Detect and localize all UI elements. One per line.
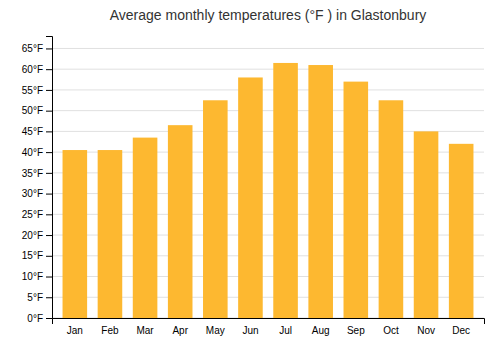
tick-label: May — [206, 325, 225, 336]
bar — [238, 77, 263, 318]
chart-container: Average monthly temperatures (°F ) in Gl… — [0, 0, 500, 350]
tick: May — [206, 325, 225, 336]
tick-mark — [46, 277, 52, 278]
tick-label: 5°F — [27, 292, 43, 303]
tick: Feb — [101, 325, 119, 336]
tick: Jul — [279, 325, 292, 336]
tick: 35°F — [22, 168, 52, 179]
x-axis: Jan Feb Mar Apr May Jun Jul Aug Sep Oct Nov Dec — [53, 319, 485, 337]
tick: 60°F — [22, 64, 52, 75]
tick: Jun — [242, 325, 258, 336]
tick-label: Feb — [101, 325, 119, 336]
bar — [98, 150, 123, 318]
tick-label: Sep — [347, 325, 365, 336]
tick-label: 60°F — [22, 64, 43, 75]
tick: 15°F — [22, 250, 52, 261]
tick-mark — [46, 318, 52, 319]
tick-mark — [46, 235, 52, 236]
tick: 25°F — [22, 209, 52, 220]
tick-mark — [46, 90, 52, 91]
tick: Dec — [452, 325, 470, 336]
axis-line — [53, 319, 485, 325]
tick-label: 35°F — [22, 168, 43, 179]
bar — [133, 138, 158, 318]
bar — [414, 131, 439, 318]
tick: 10°F — [22, 271, 52, 282]
tick-label: Aug — [312, 325, 330, 336]
tick-label: 30°F — [22, 188, 43, 199]
tick: Sep — [347, 325, 365, 336]
grid-line — [52, 110, 484, 111]
tick: Mar — [136, 325, 154, 336]
chart: Average monthly temperatures (°F ) in Gl… — [0, 0, 500, 350]
tick: 20°F — [22, 230, 52, 241]
tick: 5°F — [27, 292, 52, 303]
tick: 30°F — [22, 188, 52, 199]
axis-line — [46, 37, 53, 319]
tick: 50°F — [22, 105, 52, 116]
tick-label: 0°F — [27, 313, 43, 324]
grid-line — [52, 48, 484, 49]
tick-label: Dec — [452, 325, 470, 336]
tick-label: Nov — [417, 325, 435, 336]
bars — [63, 63, 474, 318]
tick: 0°F — [27, 313, 52, 324]
tick: Apr — [172, 325, 188, 336]
tick: 55°F — [22, 85, 52, 96]
grid-line — [52, 69, 484, 70]
tick-mark — [46, 131, 52, 132]
tick-label: 25°F — [22, 209, 43, 220]
tick-label: 45°F — [22, 126, 43, 137]
bar — [379, 100, 404, 318]
tick: Aug — [312, 325, 330, 336]
tick: Oct — [383, 325, 399, 336]
tick-mark — [46, 194, 52, 195]
tick-label: 20°F — [22, 230, 43, 241]
bar — [168, 125, 193, 318]
grid-line — [52, 89, 484, 90]
bar — [273, 63, 298, 318]
bar — [203, 100, 228, 318]
bar — [449, 144, 474, 318]
tick: 65°F — [22, 43, 52, 54]
tick-label: 40°F — [22, 147, 43, 158]
tick-label: 10°F — [22, 271, 43, 282]
tick: Jan — [67, 325, 83, 336]
tick: Nov — [417, 325, 435, 336]
tick-mark — [46, 256, 52, 257]
tick-mark — [46, 152, 52, 153]
title: Average monthly temperatures (°F ) in Gl… — [110, 7, 427, 23]
grid — [52, 48, 484, 318]
tick-label: 15°F — [22, 250, 43, 261]
tick: 45°F — [22, 126, 52, 137]
tick-label: Jul — [279, 325, 292, 336]
y-axis: 0°F 5°F 10°F 15°F 20°F 25°F 30°F 35°F 40°F 45°F 50… — [22, 37, 53, 324]
tick-mark — [46, 214, 52, 215]
tick-label: Jun — [242, 325, 258, 336]
tick-label: Apr — [172, 325, 188, 336]
tick-label: Jan — [67, 325, 83, 336]
tick-mark — [46, 173, 52, 174]
tick-mark — [46, 69, 52, 70]
tick-label: 65°F — [22, 43, 43, 54]
bar — [308, 65, 333, 318]
tick-mark — [46, 297, 52, 298]
tick: 40°F — [22, 147, 52, 158]
tick-label: 55°F — [22, 85, 43, 96]
tick-label: 50°F — [22, 105, 43, 116]
tick-label: Mar — [136, 325, 154, 336]
tick-mark — [46, 111, 52, 112]
bar — [344, 82, 369, 318]
bar — [63, 150, 88, 318]
tick-label: Oct — [383, 325, 399, 336]
tick-mark — [46, 48, 52, 49]
